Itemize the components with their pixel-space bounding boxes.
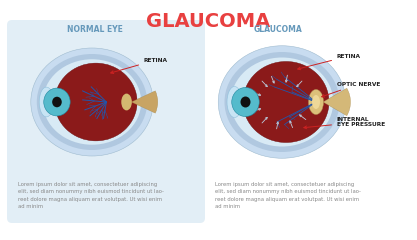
Text: RETINA: RETINA bbox=[111, 58, 168, 73]
Ellipse shape bbox=[218, 46, 346, 158]
Text: RETINA: RETINA bbox=[298, 54, 361, 70]
Ellipse shape bbox=[309, 90, 324, 114]
Ellipse shape bbox=[31, 48, 153, 156]
Ellipse shape bbox=[37, 54, 147, 150]
Text: NORMAL EYE: NORMAL EYE bbox=[67, 25, 123, 35]
FancyBboxPatch shape bbox=[7, 20, 205, 223]
Ellipse shape bbox=[312, 95, 320, 109]
Ellipse shape bbox=[39, 87, 54, 117]
Text: Lorem ipsum dolor sit amet, consectetuer adipiscing
elit, sed diam nonummy nibh : Lorem ipsum dolor sit amet, consectetuer… bbox=[215, 182, 361, 209]
Ellipse shape bbox=[231, 58, 333, 146]
Ellipse shape bbox=[232, 88, 259, 116]
Text: OPTIC NERVE: OPTIC NERVE bbox=[322, 82, 380, 97]
Ellipse shape bbox=[43, 59, 141, 145]
Ellipse shape bbox=[224, 52, 339, 152]
Text: INTERNAL
EYE PRESSURE: INTERNAL EYE PRESSURE bbox=[304, 117, 385, 129]
Ellipse shape bbox=[227, 86, 242, 118]
Text: GLAUCOMA: GLAUCOMA bbox=[254, 25, 302, 35]
Ellipse shape bbox=[241, 96, 251, 108]
Ellipse shape bbox=[52, 97, 62, 107]
Ellipse shape bbox=[243, 61, 329, 143]
Ellipse shape bbox=[55, 63, 137, 141]
Ellipse shape bbox=[44, 88, 70, 116]
Wedge shape bbox=[131, 91, 158, 113]
Wedge shape bbox=[323, 88, 351, 116]
Text: GLAUCOMA: GLAUCOMA bbox=[146, 12, 270, 31]
Text: Lorem ipsum dolor sit amet, consectetuer adipiscing
elit, sed diam nonummy nibh : Lorem ipsum dolor sit amet, consectetuer… bbox=[18, 182, 164, 209]
Ellipse shape bbox=[121, 94, 132, 110]
